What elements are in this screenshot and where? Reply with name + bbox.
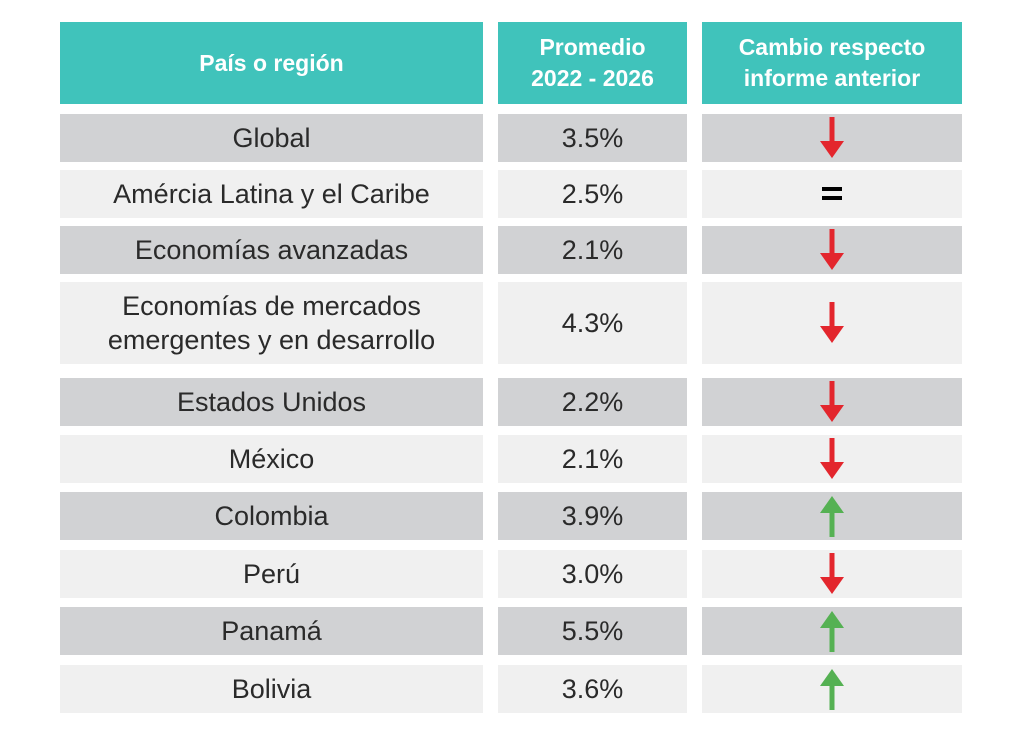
arrow-up-icon bbox=[819, 495, 845, 537]
average-cell: 2.1% bbox=[498, 226, 687, 274]
region-cell: Global bbox=[60, 114, 483, 162]
average-value: 4.3% bbox=[561, 308, 624, 338]
region-cell: Perú bbox=[60, 550, 483, 598]
arrow-down-icon bbox=[819, 381, 845, 423]
arrow-down-icon bbox=[819, 117, 845, 159]
average-value: 3.6% bbox=[561, 674, 624, 704]
header-change-label: Cambio respecto informe anterior bbox=[738, 34, 926, 91]
average-value: 3.5% bbox=[561, 123, 624, 153]
arrow-down-icon bbox=[819, 553, 845, 595]
region-label: Economías avanzadas bbox=[134, 235, 409, 265]
arrow-down-icon bbox=[819, 302, 845, 344]
header-average-label: Promedio 2022 - 2026 bbox=[531, 34, 654, 91]
region-label: Perú bbox=[242, 559, 301, 589]
arrow-up-icon bbox=[819, 668, 845, 710]
region-label: Global bbox=[232, 123, 311, 153]
region-cell: Bolivia bbox=[60, 665, 483, 713]
average-cell: 3.0% bbox=[498, 550, 687, 598]
region-label: Estados Unidos bbox=[176, 387, 367, 417]
change-cell bbox=[702, 607, 962, 655]
region-label: Economías de mercados emergentes y en de… bbox=[107, 291, 436, 355]
region-label: Panamá bbox=[221, 616, 322, 646]
region-cell: Estados Unidos bbox=[60, 378, 483, 426]
average-cell: 5.5% bbox=[498, 607, 687, 655]
average-cell: 2.5% bbox=[498, 170, 687, 218]
region-label: Colombia bbox=[214, 501, 329, 531]
arrow-down-icon bbox=[819, 229, 845, 271]
average-value: 2.2% bbox=[561, 387, 624, 417]
average-value: 2.5% bbox=[561, 179, 624, 209]
region-cell: Panamá bbox=[60, 607, 483, 655]
arrow-down-icon bbox=[819, 438, 845, 480]
average-cell: 2.2% bbox=[498, 378, 687, 426]
equal-icon bbox=[822, 186, 842, 202]
average-value: 5.5% bbox=[561, 616, 624, 646]
average-value: 2.1% bbox=[561, 235, 624, 265]
change-cell bbox=[702, 378, 962, 426]
arrow-up-icon bbox=[819, 610, 845, 652]
region-label: México bbox=[228, 444, 315, 474]
change-cell bbox=[702, 114, 962, 162]
header-change: Cambio respecto informe anterior bbox=[702, 22, 962, 104]
change-cell bbox=[702, 550, 962, 598]
average-cell: 3.9% bbox=[498, 492, 687, 540]
change-cell bbox=[702, 492, 962, 540]
header-region: País o región bbox=[60, 22, 483, 104]
change-cell bbox=[702, 170, 962, 218]
region-cell: Colombia bbox=[60, 492, 483, 540]
change-cell bbox=[702, 665, 962, 713]
average-cell: 2.1% bbox=[498, 435, 687, 483]
average-cell: 3.6% bbox=[498, 665, 687, 713]
average-value: 2.1% bbox=[561, 444, 624, 474]
average-value: 3.9% bbox=[561, 501, 624, 531]
header-average: Promedio 2022 - 2026 bbox=[498, 22, 687, 104]
region-cell: Economías de mercados emergentes y en de… bbox=[60, 282, 483, 364]
region-cell: Economías avanzadas bbox=[60, 226, 483, 274]
header-region-label: País o región bbox=[199, 49, 344, 76]
average-cell: 4.3% bbox=[498, 282, 687, 364]
region-label: Bolivia bbox=[231, 674, 312, 704]
change-cell bbox=[702, 435, 962, 483]
region-cell: México bbox=[60, 435, 483, 483]
region-label: Amércia Latina y el Caribe bbox=[113, 179, 430, 209]
change-cell bbox=[702, 226, 962, 274]
average-cell: 3.5% bbox=[498, 114, 687, 162]
region-cell: Amércia Latina y el Caribe bbox=[60, 170, 483, 218]
average-value: 3.0% bbox=[561, 559, 624, 589]
change-cell bbox=[702, 282, 962, 364]
